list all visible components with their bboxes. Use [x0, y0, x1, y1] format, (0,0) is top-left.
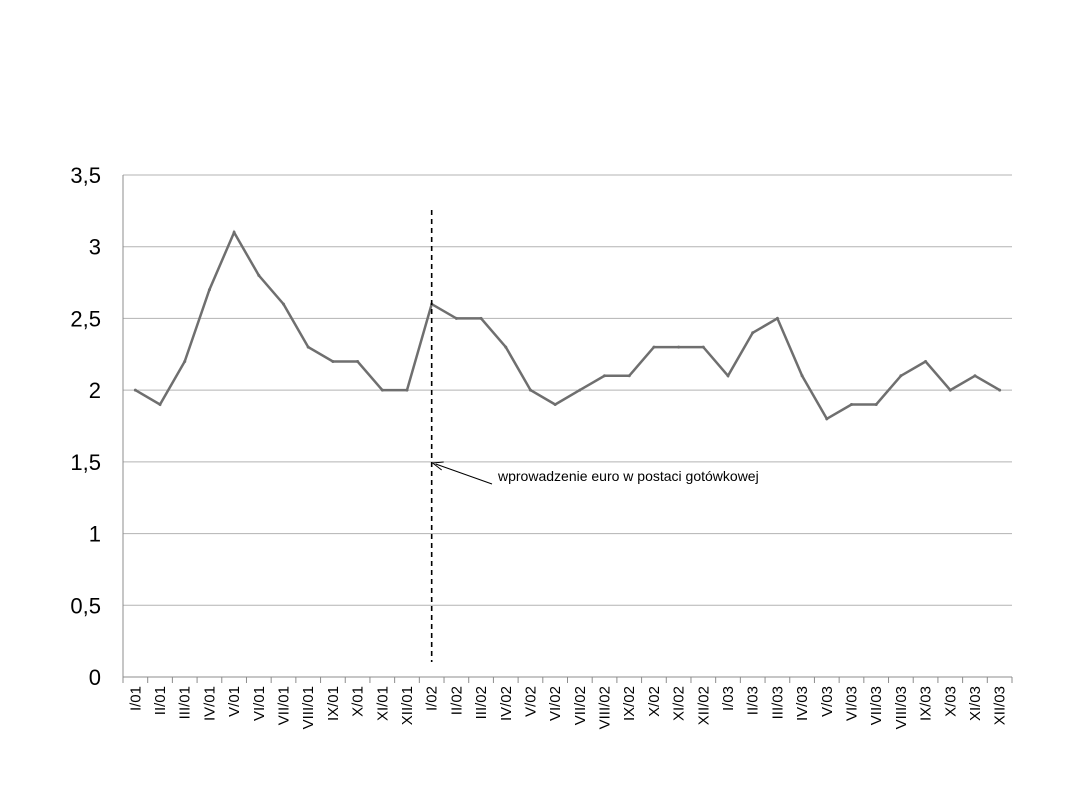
data-point	[207, 288, 211, 292]
data-point	[701, 345, 705, 349]
data-point	[405, 388, 409, 392]
data-point	[948, 388, 952, 392]
data-point	[133, 388, 137, 392]
x-tick-label: II/03	[745, 686, 762, 715]
x-tick-label: VII/02	[572, 686, 589, 725]
x-tick-label: I/01	[127, 686, 144, 711]
data-point	[751, 331, 755, 335]
x-tick-label: II/02	[448, 686, 465, 715]
data-point	[158, 402, 162, 406]
x-tick-label: VIII/01	[300, 686, 317, 729]
x-tick-label: XII/03	[992, 686, 1009, 725]
x-tick-label: I/02	[424, 686, 441, 711]
x-tick-label: IV/03	[794, 686, 811, 721]
gridlines	[123, 174, 1012, 606]
data-point	[528, 388, 532, 392]
y-tick-label: 2	[89, 378, 101, 403]
x-tick-label: VI/01	[251, 686, 268, 721]
y-tick-label: 3	[89, 235, 101, 260]
x-axis-tick-labels: I/01 II/01 III/01 IV/01 V/01 VI/01 VII/01 VIII/…	[127, 686, 1008, 729]
x-tick-label: X/02	[646, 686, 663, 717]
data-point	[874, 402, 878, 406]
data-point	[924, 359, 928, 363]
data-point	[479, 316, 483, 320]
x-tick-label: IV/01	[201, 686, 218, 721]
x-tick-label: IV/02	[498, 686, 515, 721]
x-tick-label: XI/02	[671, 686, 688, 721]
data-point	[627, 374, 631, 378]
data-point	[578, 388, 582, 392]
annotation-arrowhead	[431, 461, 444, 471]
data-point	[306, 345, 310, 349]
y-tick-label: 0,5	[70, 593, 101, 618]
data-point	[380, 388, 384, 392]
data-point	[356, 359, 360, 363]
x-tick-label: II/01	[152, 686, 169, 715]
x-tick-label: IX/03	[918, 686, 935, 721]
y-tick-label: 1	[89, 522, 101, 547]
axes	[122, 175, 1013, 683]
data-point	[183, 359, 187, 363]
annotation-arrow	[435, 463, 493, 485]
series-layer	[133, 229, 1002, 421]
x-tick-label: XI/03	[967, 686, 984, 721]
data-point	[825, 417, 829, 421]
data-point	[998, 388, 1002, 392]
annotation-text: wprowadzenie euro w postaci gotówkowej	[497, 468, 759, 484]
data-point	[800, 374, 804, 378]
y-tick-label: 3,5	[70, 163, 101, 188]
data-point	[849, 402, 853, 406]
x-tick-label: III/02	[473, 686, 490, 719]
x-tick-label: XI/01	[374, 686, 391, 721]
data-point	[973, 374, 977, 378]
y-tick-label: 0	[89, 665, 101, 690]
data-point	[652, 345, 656, 349]
x-tick-label: I/03	[720, 686, 737, 711]
y-tick-label: 1,5	[70, 450, 101, 475]
x-tick-label: V/02	[522, 686, 539, 717]
x-tick-label: X/03	[942, 686, 959, 717]
data-point	[282, 302, 286, 306]
data-point	[331, 359, 335, 363]
x-tick-label: XII/02	[695, 686, 712, 725]
x-tick-label: IX/01	[325, 686, 342, 721]
data-point	[603, 374, 607, 378]
series-line	[134, 229, 1001, 421]
x-tick-label: VII/01	[276, 686, 293, 725]
x-tick-label: X/01	[350, 686, 367, 717]
x-tick-label: VI/02	[547, 686, 564, 721]
x-tick-label: III/01	[177, 686, 194, 719]
data-point	[553, 402, 557, 406]
x-tick-label: III/03	[769, 686, 786, 719]
data-point	[899, 374, 903, 378]
x-tick-label: IX/02	[621, 686, 638, 721]
data-point	[677, 345, 681, 349]
x-tick-label: V/03	[819, 686, 836, 717]
data-point	[726, 374, 730, 378]
annotation-layer: wprowadzenie euro w postaci gotówkowej	[431, 461, 759, 485]
x-tick-label: XII/01	[399, 686, 416, 725]
y-tick-label: 2,5	[70, 306, 101, 331]
data-point	[232, 230, 236, 234]
y-axis-tick-labels: 0 0,5 1 1,5 2 2,5 3 3,5	[70, 163, 101, 690]
x-tick-label: VIII/03	[893, 686, 910, 729]
data-point	[257, 273, 261, 277]
data-point	[454, 316, 458, 320]
data-point	[504, 345, 508, 349]
x-tick-label: VII/03	[868, 686, 885, 725]
x-tick-label: VI/03	[843, 686, 860, 721]
data-point	[775, 316, 779, 320]
x-tick-label: VIII/02	[597, 686, 614, 729]
x-tick-label: V/01	[226, 686, 243, 717]
